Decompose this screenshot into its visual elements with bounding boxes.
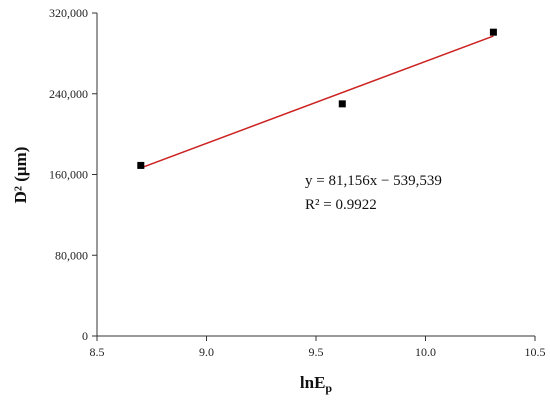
x-tick-label: 9.0 [199, 345, 214, 359]
data-points [137, 28, 497, 169]
x-tick-label: 10.5 [525, 345, 546, 359]
data-point [137, 161, 145, 169]
y-tick-label: 80,000 [55, 248, 88, 262]
r2-label: R² = 0.9922 [305, 197, 377, 213]
equation-label: y = 81,156x − 539,539 [305, 173, 442, 189]
y-tick-label: 320,000 [49, 6, 88, 20]
x-ticks: 8.5 9.0 9.5 10.0 10.5 [90, 336, 546, 359]
data-point [338, 100, 346, 108]
x-axis-title: lnEp [300, 373, 333, 395]
y-ticks: 0 80,000 160,000 240,000 320,000 [49, 6, 97, 343]
y-tick-label: 160,000 [49, 168, 88, 182]
x-tick-label: 10.0 [415, 345, 436, 359]
y-axis-title: D² (μm) [11, 147, 30, 204]
y-tick-label: 0 [82, 329, 88, 343]
data-point [489, 28, 497, 36]
x-axis-title-subscript: p [325, 381, 332, 395]
x-axis-title-main: lnE [300, 373, 326, 392]
y-tick-label: 240,000 [49, 87, 88, 101]
x-tick-label: 8.5 [90, 345, 105, 359]
x-tick-label: 9.5 [309, 345, 324, 359]
fit-line [140, 35, 494, 169]
